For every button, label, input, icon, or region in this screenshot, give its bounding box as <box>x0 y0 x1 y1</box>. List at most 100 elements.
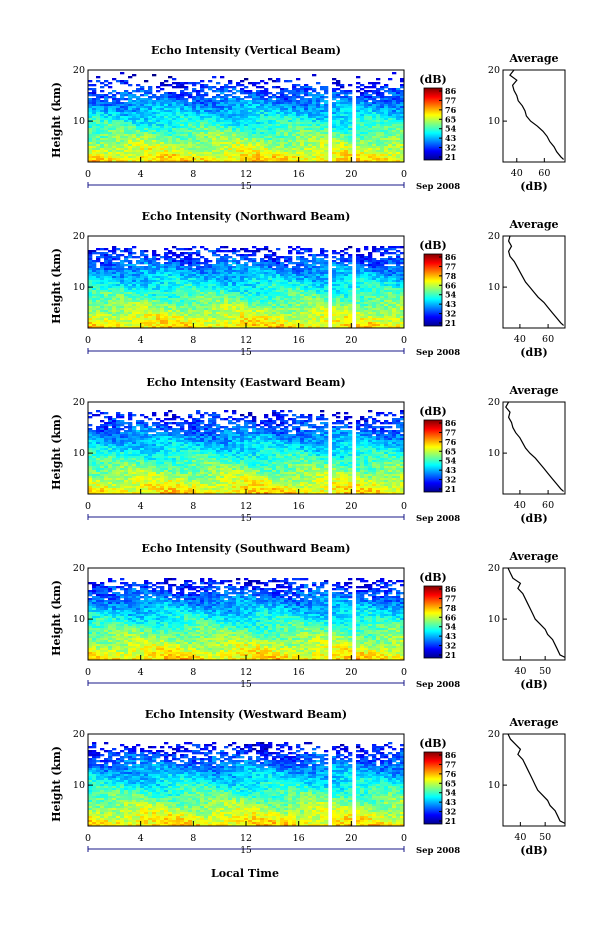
heatmap-cell <box>176 136 181 139</box>
heatmap-cell <box>200 288 205 291</box>
heatmap-cell <box>196 98 201 101</box>
heatmap-cell <box>324 160 329 163</box>
heatmap-cell <box>392 156 397 159</box>
heatmap-cell <box>160 116 165 119</box>
heatmap-cell <box>164 258 169 261</box>
heatmap-cell <box>280 314 285 317</box>
heatmap-cell <box>212 114 217 117</box>
heatmap-cell <box>144 134 149 137</box>
heatmap-cell <box>164 110 169 113</box>
heatmap-cell <box>360 94 365 97</box>
heatmap-cell <box>136 256 141 259</box>
heatmap-cell <box>264 274 269 277</box>
heatmap-cell <box>244 270 249 273</box>
heatmap-cell <box>100 140 105 143</box>
heatmap-cell <box>264 262 269 265</box>
heatmap-cell <box>168 284 173 287</box>
heatmap-cell <box>88 262 93 265</box>
heatmap-cell <box>260 294 265 297</box>
heatmap-cell <box>356 148 361 151</box>
heatmap-cell <box>316 308 321 311</box>
heatmap-cell <box>204 128 209 131</box>
heatmap-cell <box>236 130 241 133</box>
heatmap-cell <box>184 318 189 321</box>
heatmap-cell <box>348 102 353 105</box>
heatmap-cell <box>360 104 365 107</box>
heatmap-cell <box>220 104 225 107</box>
heatmap-cell <box>104 268 109 271</box>
heatmap-cell <box>380 86 385 89</box>
heatmap-cell <box>108 150 113 153</box>
heatmap-cell <box>140 250 145 253</box>
heatmap-cell <box>92 98 97 101</box>
heatmap-cell <box>208 310 213 313</box>
heatmap-cell <box>384 96 389 99</box>
heatmap-cell <box>236 302 241 305</box>
heatmap-cell <box>244 310 249 313</box>
heatmap-cell <box>304 140 309 143</box>
heatmap-cell <box>220 148 225 151</box>
heatmap-cell <box>380 146 385 149</box>
heatmap-cell <box>116 110 121 113</box>
heatmap-cell <box>264 144 269 147</box>
heatmap-cell <box>108 102 113 105</box>
heatmap-cell <box>340 150 345 153</box>
heatmap-cell <box>376 154 381 157</box>
heatmap-cell <box>128 316 133 319</box>
heatmap-cell <box>128 256 133 259</box>
heatmap-cell <box>88 274 93 277</box>
heatmap-cell <box>188 148 193 151</box>
heatmap-cell <box>284 312 289 315</box>
heatmap-cell <box>160 266 165 269</box>
heatmap-cell <box>160 144 165 147</box>
heatmap-cell <box>96 110 101 113</box>
heatmap-cell <box>100 94 105 97</box>
heatmap-cell <box>400 128 405 131</box>
heatmap-cell <box>324 142 329 145</box>
heatmap-cell <box>272 294 277 297</box>
heatmap-cell <box>88 84 93 87</box>
heatmap-cell <box>244 90 249 93</box>
heatmap-cell <box>108 134 113 137</box>
heatmap-cell <box>292 300 297 303</box>
heatmap-cell <box>284 314 289 317</box>
heatmap-cell <box>348 148 353 151</box>
heatmap-cell <box>108 96 113 99</box>
heatmap-cell <box>260 306 265 309</box>
heatmap-cell <box>156 276 161 279</box>
heatmap-cell <box>88 118 93 121</box>
heatmap-cell <box>244 138 249 141</box>
heatmap-cell <box>156 268 161 271</box>
heatmap-cell <box>128 274 133 277</box>
heatmap-cell <box>304 298 309 301</box>
heatmap-cell <box>236 312 241 315</box>
heatmap-cell <box>232 132 237 135</box>
heatmap-cell <box>192 322 197 325</box>
heatmap-cell <box>164 288 169 291</box>
heatmap-cell <box>228 154 233 157</box>
heatmap-cell <box>320 98 325 101</box>
heatmap-cell <box>208 324 213 327</box>
heatmap-cell <box>140 270 145 273</box>
heatmap-cell <box>296 252 301 255</box>
heatmap-cell <box>128 120 133 123</box>
heatmap-cell <box>332 92 337 95</box>
heatmap-cell <box>152 158 157 161</box>
heatmap-cell <box>296 310 301 313</box>
heatmap-cell <box>236 146 241 149</box>
heatmap-cell <box>180 318 185 321</box>
heatmap-cell <box>372 160 377 163</box>
heatmap-cell <box>100 304 105 307</box>
heatmap-cell <box>152 322 157 325</box>
heatmap-cell <box>308 278 313 281</box>
heatmap-cell <box>260 298 265 301</box>
heatmap-cell <box>224 112 229 115</box>
heatmap-cell <box>88 284 93 287</box>
heatmap-cell <box>392 154 397 157</box>
heatmap-cell <box>116 124 121 127</box>
heatmap-cell <box>144 320 149 323</box>
heatmap-cell <box>208 260 213 263</box>
heatmap-cell <box>256 302 261 305</box>
heatmap-cell <box>264 324 269 327</box>
heatmap-cell <box>100 312 105 315</box>
